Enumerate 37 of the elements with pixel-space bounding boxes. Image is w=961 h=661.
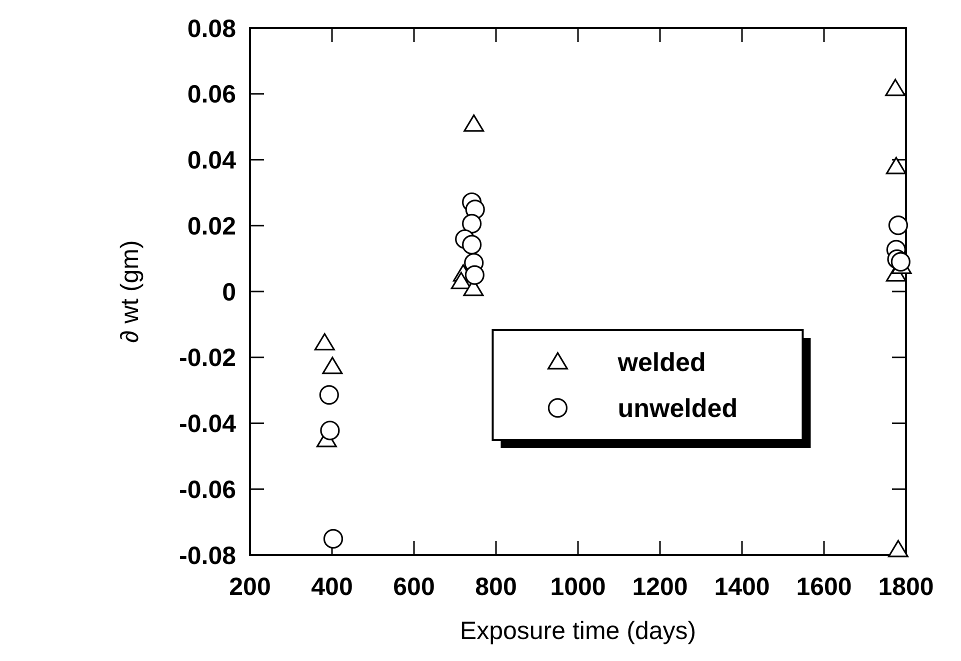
point xyxy=(888,540,908,558)
point xyxy=(885,78,906,96)
point xyxy=(314,333,335,350)
point xyxy=(464,114,484,132)
point xyxy=(322,356,343,374)
point xyxy=(450,272,472,290)
y-tick-label: 0.02 xyxy=(187,212,236,240)
y-tick-label: 0.04 xyxy=(187,146,236,174)
point xyxy=(888,216,908,236)
point xyxy=(886,156,906,174)
x-tick-label: 1200 xyxy=(632,573,688,601)
x-axis-title: Exposure time (days) xyxy=(460,617,696,645)
x-tick-label: 600 xyxy=(393,573,435,601)
y-tick-label: 0 xyxy=(222,278,236,306)
point xyxy=(319,385,339,405)
x-tick-label: 1600 xyxy=(796,573,852,601)
x-tick-label: 1800 xyxy=(878,573,934,601)
x-tick-label: 1000 xyxy=(550,573,606,601)
y-axis-title: ∂ wt (gm) xyxy=(116,240,144,343)
legend-label: welded xyxy=(616,347,706,378)
point xyxy=(462,234,482,255)
y-tick-label: -0.08 xyxy=(179,542,236,570)
point xyxy=(320,420,340,440)
point xyxy=(462,214,482,234)
y-tick-label: -0.06 xyxy=(179,476,236,504)
x-tick-label: 400 xyxy=(311,573,353,601)
y-tick-label: 0.08 xyxy=(187,14,236,43)
x-tick-label: 1400 xyxy=(714,573,770,601)
x-tick-label: 200 xyxy=(229,573,271,601)
point xyxy=(464,265,484,285)
y-tick-label: -0.02 xyxy=(179,344,236,372)
y-tick-label: -0.04 xyxy=(179,410,236,438)
x-tick-label: 800 xyxy=(475,573,517,601)
point xyxy=(890,252,910,272)
point xyxy=(323,529,344,549)
y-tick-label: 0.06 xyxy=(187,80,236,109)
legend-label: unwelded xyxy=(618,393,738,424)
